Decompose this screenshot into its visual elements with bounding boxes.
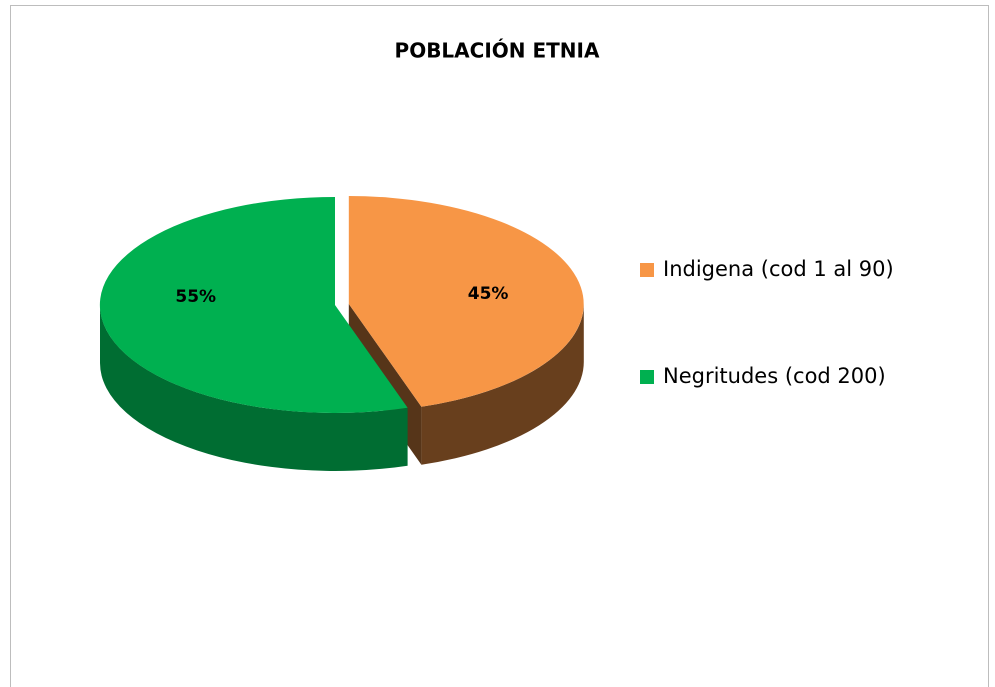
legend-label: Negritudes (cod 200) xyxy=(663,364,886,388)
pie-slice xyxy=(348,196,584,407)
data-label: 55% xyxy=(175,287,216,307)
legend-label: Indigena (cod 1 al 90) xyxy=(663,257,894,281)
pie-slice-side xyxy=(421,304,584,465)
chart-title: POBLACIÓN ETNIA xyxy=(395,39,600,63)
data-label: 45% xyxy=(468,284,509,304)
legend-swatch xyxy=(640,370,654,384)
pie-slice-side xyxy=(100,305,408,471)
pie-slice xyxy=(99,197,408,413)
legend-swatch xyxy=(640,263,654,277)
